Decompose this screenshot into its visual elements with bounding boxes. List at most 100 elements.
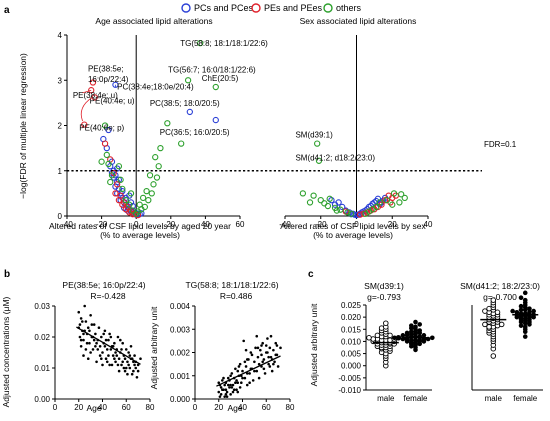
volcano-sex-point-1-1 (381, 197, 389, 204)
b-pe-point-41 (123, 369, 127, 373)
volcano-age-xtick-label-3: 20 (166, 220, 175, 229)
volcano-sex-xtick-label-2: 0 (354, 220, 359, 229)
c-sm39-point-1-38 (417, 322, 423, 327)
b-tg-point-46 (272, 348, 275, 352)
b-pe-xtick-label-4: 80 (146, 403, 155, 412)
volcano-age-point-1-19 (134, 211, 142, 219)
volcano-age-annotation-0: TG(58:8; 18:1/18:1/22:6) (180, 39, 268, 48)
c-sm39-category-label-1: female (403, 394, 428, 403)
c-sm41-point-1-26 (531, 308, 536, 314)
c-sm41-point-1-27 (510, 308, 515, 314)
volcano-age-ytick-label-4: 4 (58, 31, 63, 40)
c-sm39-point-0-36 (374, 332, 381, 339)
b-pe-point-82 (127, 363, 130, 367)
b-tg-point-21 (242, 339, 245, 343)
b-tg-point-78 (225, 395, 229, 398)
volcano-age-point-2-5 (157, 144, 164, 152)
c-sm39-point-1-20 (392, 335, 397, 341)
c-sm39-point-1-19 (430, 335, 435, 341)
b-pe-point-75 (102, 332, 105, 336)
panel-label-a: a (4, 5, 10, 16)
volcano-age-point-1-0 (89, 79, 97, 86)
b-pe-point-94 (101, 363, 104, 367)
volcano-sex-point-2-13 (376, 199, 383, 206)
b-pe-point-22 (101, 351, 104, 354)
c-sm39-point-1-18 (396, 335, 402, 341)
b-pe-point-24 (103, 329, 107, 333)
volcano-age-point-2-29 (133, 210, 140, 217)
b-tg-point-0 (217, 390, 221, 394)
b-pe-point-12 (82, 354, 85, 357)
c-sm41-category-label-0: male (485, 394, 503, 403)
b-pe-point-74 (98, 354, 102, 357)
b-tg-point-87 (256, 346, 260, 350)
b-pe-point-52 (136, 363, 140, 367)
volcano-sex-xlabel: Altered rates of CSF lipid levels by sex (280, 221, 426, 231)
b-pe-ytick-label-3: 0.03 (34, 302, 50, 311)
b-pe-point-10 (88, 341, 91, 345)
b-tg-point-93 (236, 381, 240, 385)
volcano-sex-xtick-label-0: -40 (279, 220, 291, 229)
c-sm39-point-1-30 (404, 330, 410, 336)
volcano-sex-point-2-22 (333, 207, 340, 214)
b-pe-point-100 (108, 332, 111, 336)
c-sm39-ytick-label-2: 0.000 (341, 362, 362, 371)
volcano-age-point-2-9 (108, 172, 116, 179)
b-pe-point-45 (128, 366, 132, 370)
volcano-sex-point-2-2 (299, 190, 307, 197)
volcano-age-point-1-13 (112, 190, 119, 197)
b-tg-point-44 (269, 355, 273, 359)
b-tg-point-91 (275, 353, 279, 357)
c-sm41-point-1-29 (518, 307, 524, 313)
c-sm41-g: g=-0.700 (483, 292, 517, 302)
c-sm39-ytick-label-0: -0.010 (338, 386, 361, 395)
volcano-age-point-2-8 (98, 158, 105, 165)
c-sm39-point-0-32 (366, 335, 372, 341)
b-pe-point-57 (96, 348, 100, 351)
b-tg-point-66 (255, 334, 259, 338)
c-sm41-point-1-32 (518, 303, 524, 309)
b-tg-point-95 (217, 381, 221, 385)
c-sm41-category-label-1: female (513, 394, 538, 403)
b-tg-point-27 (249, 351, 253, 354)
c-sm39-ytick-label-3: 0.005 (341, 350, 362, 359)
b-pe-xtick-label-0: 0 (53, 403, 58, 412)
b-tg-point-43 (268, 346, 272, 350)
b-tg-point-51 (219, 386, 223, 389)
volcano-age-annotation-2: 16:0p/22:4) (88, 75, 129, 84)
b-tg-xtick-label-2: 40 (238, 403, 247, 412)
b-tg-point-24 (245, 383, 249, 387)
volcano-sex-xtick-label-1: -20 (315, 220, 327, 229)
volcano-age-annotation-5: PC(38:4e;18:0e/20:4) (117, 83, 194, 92)
c-sm41-point-1-24 (527, 309, 532, 315)
volcano-age-point-2-13 (139, 194, 147, 202)
b-tg-point-32 (255, 369, 259, 373)
volcano-sex-point-2-19 (389, 201, 396, 208)
b-tg-point-35 (259, 348, 262, 352)
volcano-age-point-2-19 (129, 207, 136, 214)
b-pe-point-31 (111, 354, 115, 357)
b-pe-point-44 (127, 351, 130, 354)
b-tg-point-89 (266, 351, 269, 354)
c-sm39-title: SM(d39:1) (364, 281, 404, 291)
b-tg-point-47 (273, 360, 276, 364)
b-tg-point-70 (264, 344, 268, 347)
c-sm39-point-1-26 (400, 333, 406, 338)
c-sm41-point-1-30 (527, 306, 532, 311)
b-pe-xtick-label-3: 60 (122, 403, 131, 412)
c-sm41-point-0-0 (490, 353, 497, 359)
b-pe-point-17 (95, 360, 98, 364)
volcano-sex-point-2-24 (373, 203, 380, 211)
volcano-sex-point-2-0 (314, 140, 321, 147)
c-sm41-point-1-4 (518, 323, 524, 328)
b-tg-point-10 (229, 393, 232, 396)
legend-label-pc: PCs and PCes (194, 3, 254, 13)
b-tg-point-11 (230, 372, 234, 375)
b-tg-point-64 (250, 353, 254, 357)
b-pe-point-101 (119, 338, 122, 342)
b-pe-point-33 (114, 360, 117, 364)
b-tg-point-49 (275, 344, 279, 347)
b-tg-point-19 (240, 381, 243, 385)
volcano-sex-point-2-16 (398, 191, 405, 198)
b-tg-ytick-label-2: 0.002 (170, 349, 191, 358)
